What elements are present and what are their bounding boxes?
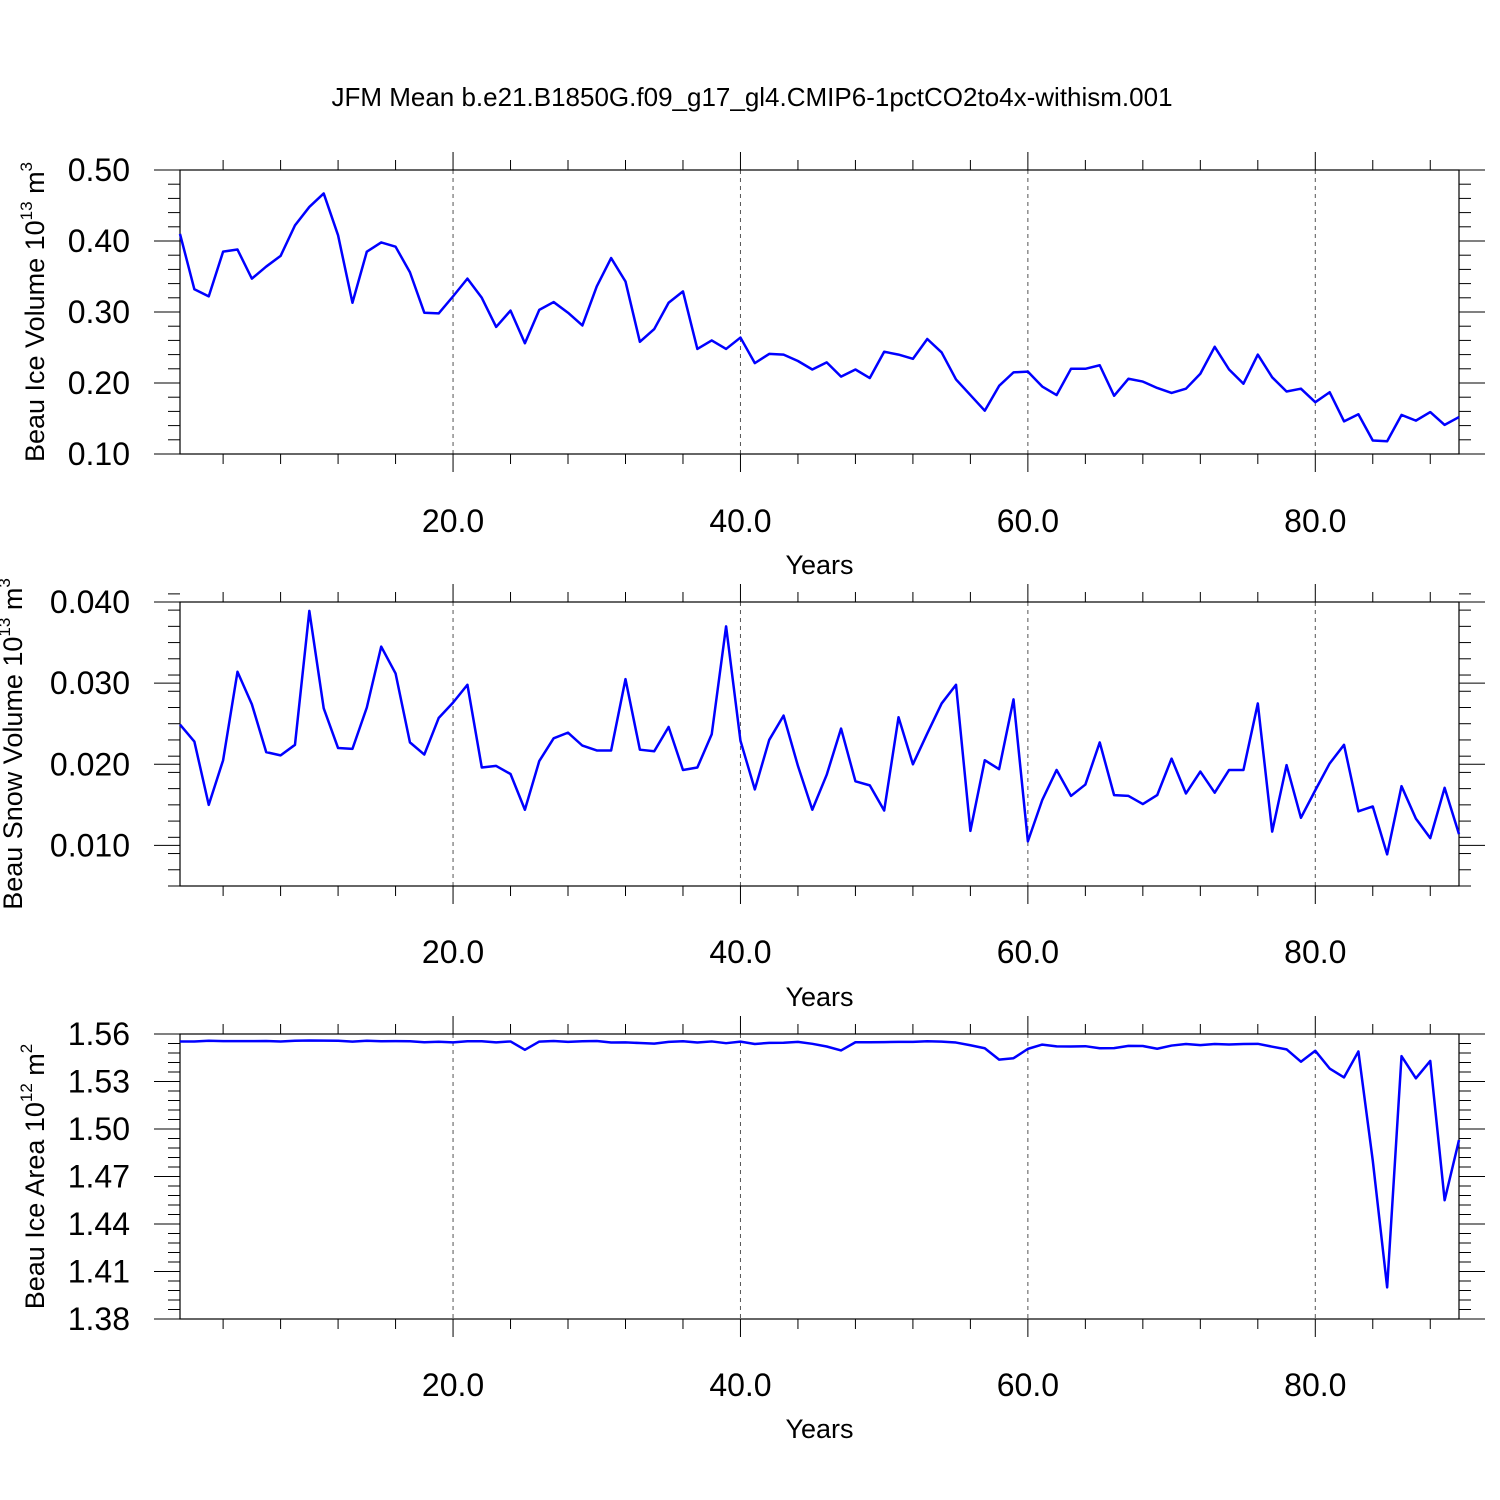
panel-1-y-tick-label-1: 0.20 <box>68 365 130 401</box>
panel-2-y-axis-label: Beau Snow Volume 1013 m3 <box>0 578 28 910</box>
panel-3-series-line <box>180 1039 1461 1289</box>
panel-1-plot-frame <box>179 169 1460 455</box>
panel-1-y-axis-label-unit: m <box>20 171 50 201</box>
panel-2-x-tick-label-0: 20.0 <box>422 934 484 970</box>
panel-2-y-axis-label-unit: m <box>0 588 28 618</box>
panel-2-x-tick-label-2: 60.0 <box>997 934 1059 970</box>
panel-3-y-tick-label-0: 1.38 <box>68 1301 130 1337</box>
panel-3-y-tick-label-3: 1.47 <box>68 1159 130 1195</box>
panel-3-y-axis-label: Beau Ice Area 1012 m2 <box>17 1044 50 1310</box>
panel-3-x-tick-label-1: 40.0 <box>709 1367 771 1403</box>
panel-2-y-tick-label-2: 0.030 <box>50 665 130 701</box>
panel-1-y-axis-label-main: Beau Ice Volume 10 <box>20 220 50 462</box>
panel-1-y-tick-label-2: 0.30 <box>68 294 130 330</box>
panel-1-y-tick-label-0: 0.10 <box>68 436 130 472</box>
panel-3-x-tick-label-3: 80.0 <box>1284 1367 1346 1403</box>
panel-2-plot-frame <box>179 601 1460 887</box>
panel-1-x-tick-label-2: 60.0 <box>997 503 1059 539</box>
panel-1-series-line <box>178 192 1460 443</box>
panel-2-x-tick-label-1: 40.0 <box>709 934 771 970</box>
panel-2-series-line <box>179 609 1461 856</box>
panel-3-y-tick-label-4: 1.50 <box>68 1111 130 1147</box>
panel-3-x-tick-label-0: 20.0 <box>422 1367 484 1403</box>
panel-2-y-tick-label-1: 0.020 <box>50 746 130 782</box>
panel-3-y-axis-label-main: Beau Ice Area 10 <box>20 1102 50 1309</box>
chart-title: JFM Mean b.e21.B1850G.f09_g17_gl4.CMIP6-… <box>331 82 1172 112</box>
panel-1-y-axis-label-exp: 13 <box>17 201 36 220</box>
panel-2-y-tick-label-3: 0.040 <box>50 584 130 620</box>
panel-2-y-axis-label-exp: 13 <box>0 618 14 637</box>
panel-3-y-tick-label-2: 1.44 <box>68 1206 130 1242</box>
panel-2-y-axis-label-unit-exp: 3 <box>0 578 14 587</box>
panel-1-y-tick-label-3: 0.40 <box>68 223 130 259</box>
panel-3-y-tick-label-5: 1.53 <box>68 1064 130 1100</box>
panel-1-x-tick-label-3: 80.0 <box>1284 503 1346 539</box>
panel-3-y-tick-label-6: 1.56 <box>68 1016 130 1052</box>
panel-3-y-axis-label-exp: 12 <box>17 1083 36 1102</box>
panel-1-y-tick-label-4: 0.50 <box>68 152 130 188</box>
panel-3-y-tick-label-1: 1.41 <box>68 1254 130 1290</box>
panel-1-y-axis-label-unit-exp: 3 <box>17 162 36 171</box>
panel-1-y-axis-label: Beau Ice Volume 1013 m3 <box>17 162 50 462</box>
panel-2-y-axis-label-main: Beau Snow Volume 10 <box>0 637 28 910</box>
panel-1-x-axis-label: Years <box>785 550 853 580</box>
panel-3-x-tick-label-2: 60.0 <box>997 1367 1059 1403</box>
panel-2-y-tick-label-0: 0.010 <box>50 827 130 863</box>
panel-3-y-axis-label-unit-exp: 2 <box>17 1044 36 1053</box>
panel-3-plot-frame <box>179 1033 1460 1320</box>
panel-3-x-axis-label: Years <box>785 1414 853 1444</box>
panel-3-y-axis-label-unit: m <box>20 1053 50 1083</box>
panel-1-x-tick-label-1: 40.0 <box>709 503 771 539</box>
panel-2-x-axis-label: Years <box>785 982 853 1012</box>
panel-1-x-tick-label-0: 20.0 <box>422 503 484 539</box>
panel-2-x-tick-label-3: 80.0 <box>1284 934 1346 970</box>
